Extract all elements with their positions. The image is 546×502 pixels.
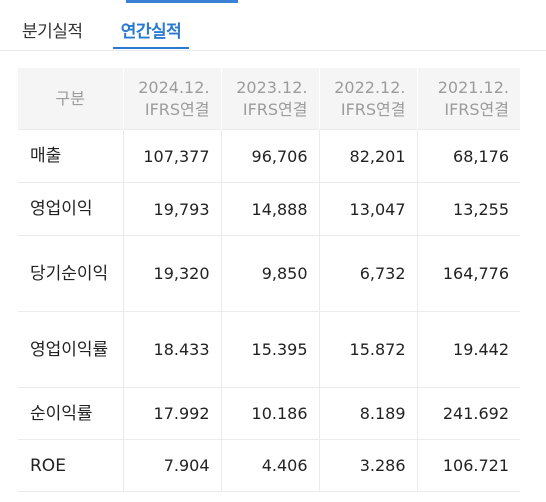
column-header: 2022.12. IFRS연결 <box>318 68 417 130</box>
header-label: 구분 <box>18 68 123 130</box>
table-cell: 18.433 <box>122 311 221 388</box>
column-period: 2021.12. <box>437 77 509 97</box>
table-cell: 10.186 <box>220 387 319 440</box>
table-row: 매출 107,377 96,706 82,201 68,176 <box>18 129 520 183</box>
column-header: 2021.12. IFRS연결 <box>416 68 520 130</box>
table-cell: 19,793 <box>122 182 221 236</box>
financial-table: 구분 2024.12. IFRS연결 2023.12. IFRS연결 2022.… <box>18 68 520 492</box>
period-tabs: 분기실적 연간실적 <box>0 0 546 51</box>
table-cell: 107,377 <box>122 129 221 183</box>
row-label: 순이익률 <box>18 387 123 440</box>
table-cell: 82,201 <box>318 129 417 183</box>
column-basis: IFRS연결 <box>444 99 509 119</box>
table-cell: 19,320 <box>122 235 221 312</box>
column-header: 2024.12. IFRS연결 <box>122 68 221 130</box>
table-cell: 13,255 <box>416 182 520 236</box>
row-label: ROE <box>18 439 123 492</box>
row-label: 당기순이익 <box>18 235 123 312</box>
table-cell: 7.904 <box>122 439 221 492</box>
table-cell: 8.189 <box>318 387 417 440</box>
tab-quarterly[interactable]: 분기실적 <box>22 22 83 42</box>
column-period: 2023.12. <box>236 77 308 97</box>
table-header-row: 구분 2024.12. IFRS연결 2023.12. IFRS연결 2022.… <box>18 68 520 130</box>
row-label: 매출 <box>18 129 123 183</box>
table-row: ROE 7.904 4.406 3.286 106.721 <box>18 439 520 492</box>
column-period: 2022.12. <box>334 77 406 97</box>
table-cell: 164,776 <box>416 235 520 312</box>
column-basis: IFRS연결 <box>340 99 406 119</box>
table-cell: 15.395 <box>220 311 319 388</box>
table-row: 영업이익 19,793 14,888 13,047 13,255 <box>18 182 520 236</box>
table-cell: 241.692 <box>416 387 520 440</box>
table-cell: 6,732 <box>318 235 417 312</box>
table-cell: 96,706 <box>220 129 319 183</box>
table-cell: 106.721 <box>416 439 520 492</box>
tab-active-underline <box>113 47 189 49</box>
row-label: 영업이익 <box>18 182 123 236</box>
column-period: 2024.12. <box>138 77 210 97</box>
table-cell: 9,850 <box>220 235 319 312</box>
tab-annual[interactable]: 연간실적 <box>120 22 182 42</box>
table-cell: 17.992 <box>122 387 221 440</box>
table-cell: 15.872 <box>318 311 417 388</box>
table-cell: 4.406 <box>220 439 319 492</box>
table-cell: 14,888 <box>220 182 319 236</box>
table-cell: 19.442 <box>416 311 520 388</box>
column-basis: IFRS연결 <box>144 99 210 119</box>
table-cell: 68,176 <box>416 129 520 183</box>
table-cell: 13,047 <box>318 182 417 236</box>
column-basis: IFRS연결 <box>242 99 308 119</box>
row-label: 영업이익률 <box>18 311 123 388</box>
table-row: 당기순이익 19,320 9,850 6,732 164,776 <box>18 235 520 312</box>
table-cell: 3.286 <box>318 439 417 492</box>
top-active-indicator <box>126 0 238 3</box>
column-header: 2023.12. IFRS연결 <box>220 68 319 130</box>
table-row: 순이익률 17.992 10.186 8.189 241.692 <box>18 387 520 440</box>
table-row: 영업이익률 18.433 15.395 15.872 19.442 <box>18 311 520 388</box>
